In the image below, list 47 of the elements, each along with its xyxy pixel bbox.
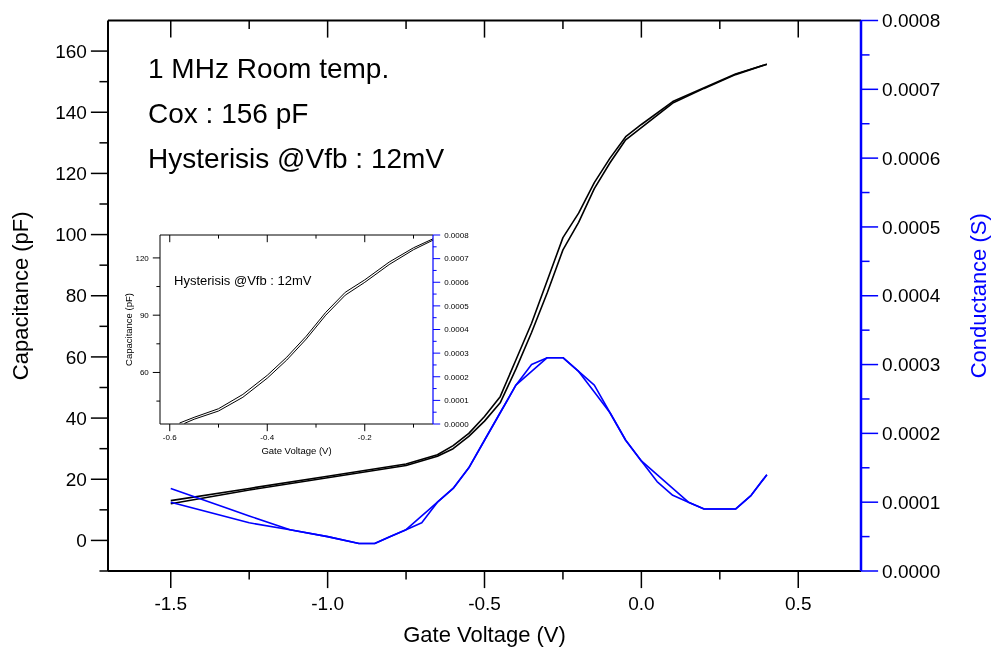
y-tick-label: 90	[139, 310, 150, 320]
y2-tick-label: 0.0003	[444, 348, 470, 358]
x-tick-label: -1.0	[311, 592, 344, 614]
x-tick-label: 0.5	[785, 592, 812, 614]
x-tick-label: -0.2	[357, 433, 373, 443]
y2-tick-label: 0.0007	[882, 78, 941, 100]
y-tick-label: 100	[55, 224, 87, 246]
y-tick-label: 120	[55, 163, 87, 185]
y2-tick-label: 0.0008	[882, 10, 941, 32]
y-tick-label: 20	[65, 468, 87, 490]
y-tick-label: 0	[76, 530, 87, 552]
y-tick-label: 120	[135, 253, 150, 263]
y2-tick-label: 0.0006	[882, 147, 941, 169]
x-tick-label: -0.4	[260, 433, 275, 443]
y-tick-label: 60	[139, 368, 150, 378]
y2-axis-title: Conductance (S)	[966, 213, 991, 379]
y2-tick-label: 0.0004	[444, 325, 470, 335]
y2-tick-label: 0.0007	[444, 254, 470, 264]
y-axis-title: Capacitance (pF)	[123, 293, 134, 366]
y2-tick-label: 0.0004	[882, 285, 941, 307]
x-tick-label: -1.5	[154, 592, 188, 614]
x-tick-label: -0.6	[162, 433, 178, 443]
y2-tick-label: 0.0002	[444, 372, 470, 382]
x-axis-title: Gate Voltage (V)	[261, 445, 332, 457]
y2-tick-label: 0.0006	[444, 278, 470, 288]
annotation: 1 MHz Room temp.	[148, 53, 390, 84]
x-axis-title: Gate Voltage (V)	[403, 621, 566, 647]
annotation: Hysterisis @Vfb : 12mV	[174, 273, 312, 288]
y2-tick-label: 0.0002	[882, 423, 941, 445]
y-axis-title: Capacitance (pF)	[8, 211, 33, 381]
y-tick-label: 160	[55, 40, 87, 62]
y2-tick-label: 0.0001	[882, 491, 941, 513]
y2-tick-label: 0.0003	[882, 354, 941, 376]
y2-tick-label: 0.0008	[444, 230, 470, 240]
y2-tick-label: 0.0000	[882, 560, 941, 582]
y2-tick-label: 0.0000	[444, 419, 470, 429]
y-tick-label: 80	[65, 285, 87, 307]
y-tick-label: 60	[65, 346, 87, 368]
y-tick-label: 140	[55, 101, 87, 123]
annotation: Cox : 156 pF	[148, 98, 309, 129]
y2-tick-label: 0.0005	[444, 301, 470, 311]
y2-tick-label: 0.0001	[444, 396, 470, 406]
x-tick-label: 0.0	[628, 592, 655, 614]
x-tick-label: -0.5	[468, 592, 501, 614]
y-tick-label: 40	[65, 407, 87, 429]
annotation: Hysterisis @Vfb : 12mV	[148, 143, 445, 174]
y2-tick-label: 0.0005	[882, 216, 941, 238]
